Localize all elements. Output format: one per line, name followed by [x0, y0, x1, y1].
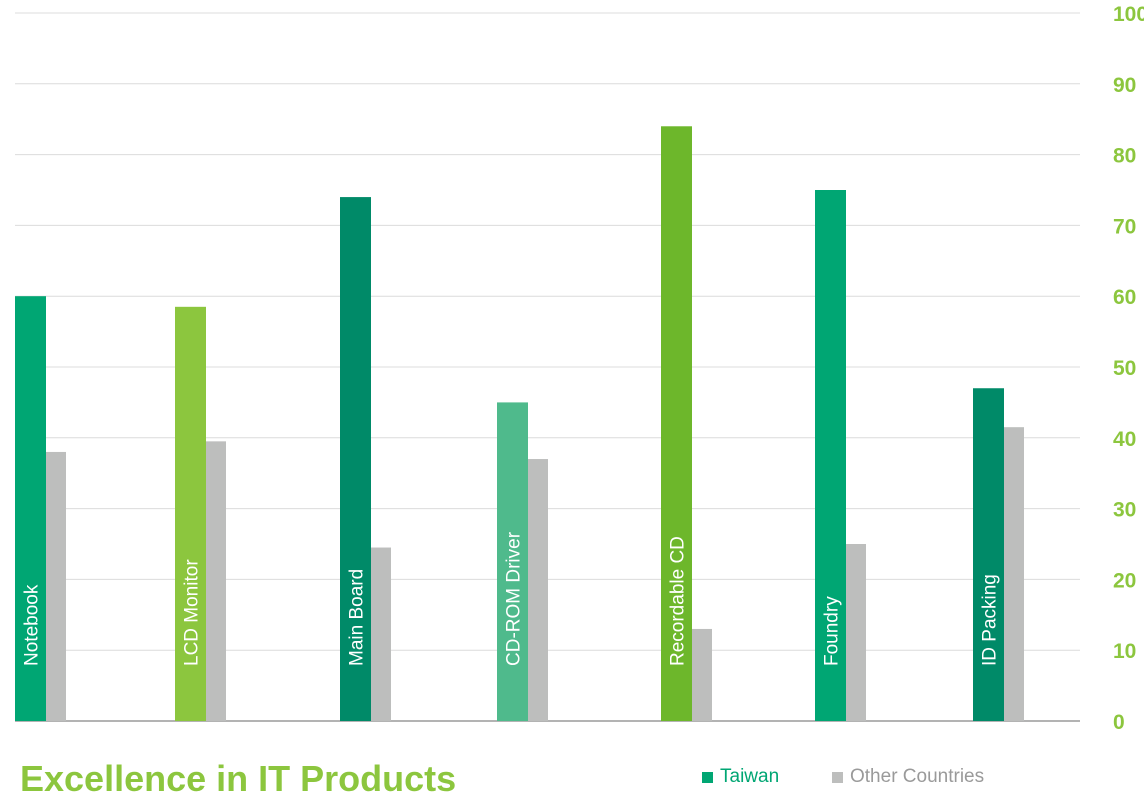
bar-taiwan-notebook	[15, 296, 46, 721]
bar-other-countries-recordable-cd	[692, 628, 712, 721]
legend-label-other-countries: Other Countries	[850, 766, 985, 787]
legend-swatch-taiwan	[702, 771, 713, 783]
y-tick-label: 80	[1113, 145, 1136, 168]
y-tick-label: 100	[1113, 3, 1144, 26]
category-label-cd-rom-driver: CD-ROM Driver	[504, 531, 525, 666]
y-axis-ticks: 0 10 20 30 40 50 60 70 80 90 100	[1113, 3, 1144, 734]
bar-other-countries-notebook	[46, 451, 66, 721]
bar-taiwan-main-board	[340, 197, 371, 721]
legend-item-taiwan: Taiwan	[702, 766, 779, 788]
y-tick-label: 70	[1113, 215, 1136, 238]
category-label-lcd-monitor: LCD Monitor	[182, 559, 203, 666]
bars	[15, 126, 1024, 721]
y-tick-label: 60	[1113, 286, 1136, 309]
bar-taiwan-id-packing	[973, 388, 1004, 721]
bar-other-countries-id-packing	[1004, 427, 1024, 721]
bar-other-countries-cd-rom-driver	[528, 459, 548, 721]
category-label-recordable-cd: Recordable CD	[668, 536, 689, 666]
category-labels: Notebook LCD Monitor Main Board CD-ROM Driv…	[22, 531, 1001, 666]
bar-taiwan-recordable-cd	[661, 126, 692, 721]
y-tick-label: 40	[1113, 428, 1136, 451]
y-tick-label: 30	[1113, 499, 1136, 522]
y-tick-label: 0	[1113, 711, 1125, 734]
bar-other-countries-main-board	[371, 547, 391, 721]
bar-taiwan-foundry	[815, 190, 846, 721]
category-label-id-packing: ID Packing	[980, 574, 1001, 666]
y-tick-label: 20	[1113, 569, 1136, 592]
legend-swatch-other-countries	[832, 771, 843, 783]
bar-taiwan-cd-rom-driver	[497, 402, 528, 721]
y-tick-label: 10	[1113, 640, 1136, 663]
y-tick-label: 90	[1113, 74, 1136, 97]
bar-other-countries-lcd-monitor	[206, 441, 226, 721]
legend-label-taiwan: Taiwan	[720, 766, 780, 787]
bar-other-countries-foundry	[846, 544, 866, 721]
category-label-notebook: Notebook	[22, 584, 43, 666]
bar-taiwan-lcd-monitor	[175, 306, 206, 721]
y-tick-label: 50	[1113, 357, 1136, 380]
category-label-foundry: Foundry	[822, 596, 843, 666]
chart-title: Excellence in IT Products	[20, 758, 457, 799]
legend-item-other-countries: Other Countries	[832, 766, 984, 788]
category-label-main-board: Main Board	[347, 569, 368, 666]
